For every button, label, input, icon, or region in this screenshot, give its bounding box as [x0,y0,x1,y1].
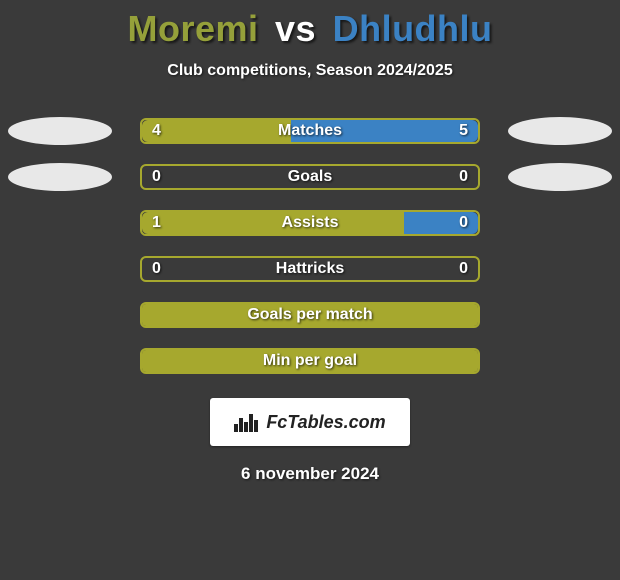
stat-value-left: 4 [152,122,161,140]
stat-row: Assists 1 0 [0,200,620,246]
player2-name: Dhludhlu [333,8,493,49]
stat-label: Min per goal [263,352,357,370]
brand-badge[interactable]: FcTables.com [210,398,410,446]
comparison-title: Moremi vs Dhludhlu [0,0,620,50]
stat-value-right: 0 [459,260,468,278]
snapshot-date: 6 november 2024 [0,464,620,484]
player2-oval [508,163,612,191]
stat-bar-track: Matches 4 5 [140,118,480,144]
player2-oval [508,117,612,145]
stat-bar-track: Hattricks 0 0 [140,256,480,282]
brand-text: FcTables.com [266,412,385,433]
comparison-bars: Matches45Goals00Assists10Hattricks00Goal… [0,108,620,384]
stat-value-right: 0 [459,214,468,232]
stat-value-left: 1 [152,214,161,232]
stat-value-right: 5 [459,122,468,140]
stat-value-left: 0 [152,168,161,186]
stat-row: Min per goal [0,338,620,384]
stat-label: Goals per match [247,306,372,324]
player1-name: Moremi [127,8,258,49]
stat-bar-track: Assists 1 0 [140,210,480,236]
stat-bar-track: Min per goal [140,348,480,374]
stat-bar-track: Goals 0 0 [140,164,480,190]
stat-label: Matches [278,122,342,140]
stat-row: Goals 0 0 [0,154,620,200]
player1-oval [8,117,112,145]
bar-fill-left [142,120,291,142]
season-subtitle: Club competitions, Season 2024/2025 [0,62,620,80]
stat-value-left: 0 [152,260,161,278]
stat-bar-track: Goals per match [140,302,480,328]
stat-label: Hattricks [276,260,344,278]
bar-fill-left [142,212,404,234]
chart-icon [234,412,260,432]
player1-oval [8,163,112,191]
stat-label: Assists [282,214,339,232]
stat-label: Goals [288,168,332,186]
stat-row: Matches 4 5 [0,108,620,154]
vs-label: vs [275,8,316,49]
stat-row: Goals per match [0,292,620,338]
stat-row: Hattricks 0 0 [0,246,620,292]
stat-value-right: 0 [459,168,468,186]
